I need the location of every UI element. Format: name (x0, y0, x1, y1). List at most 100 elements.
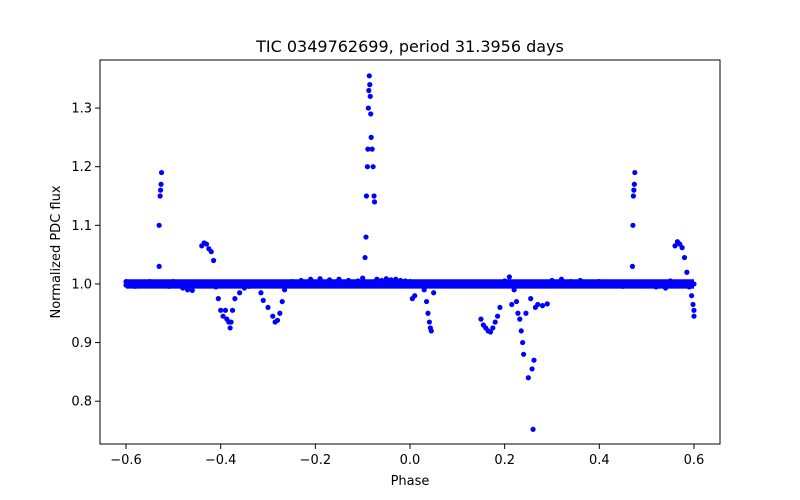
y-tick-label: 1.3 (71, 102, 92, 117)
data-point (166, 283, 172, 289)
data-point (137, 279, 143, 285)
data-point (690, 301, 696, 308)
data-point (260, 297, 266, 303)
data-point (587, 279, 593, 285)
data-point (431, 290, 437, 296)
data-point (412, 293, 418, 299)
data-point (215, 296, 221, 302)
y-tick-label: 0.8 (71, 395, 92, 410)
data-point (691, 307, 697, 313)
data-point (170, 279, 176, 285)
data-point (258, 290, 264, 296)
data-point (265, 304, 271, 311)
x-tick-label: −0.6 (110, 453, 142, 468)
data-point (407, 279, 413, 285)
data-point (689, 293, 695, 299)
data-point (345, 277, 352, 284)
data-point (241, 285, 247, 291)
data-point (279, 298, 285, 305)
data-point (203, 241, 210, 247)
data-point (577, 277, 583, 284)
data-point (365, 146, 371, 152)
data-point (156, 222, 162, 228)
data-point (298, 277, 304, 284)
data-point (629, 263, 636, 269)
data-point (220, 313, 226, 319)
data-point (363, 193, 370, 199)
data-point (529, 366, 535, 372)
data-point (691, 281, 697, 287)
data-point (175, 282, 181, 288)
data-point (371, 193, 377, 199)
data-points (123, 73, 697, 432)
x-tick-label: −0.2 (300, 453, 332, 468)
data-point (218, 307, 224, 313)
data-point (227, 325, 233, 331)
data-point (681, 254, 688, 261)
data-point (228, 319, 234, 325)
data-point (210, 257, 217, 264)
data-point (531, 357, 537, 363)
data-point (423, 298, 430, 305)
data-point (360, 275, 366, 281)
x-tick-label: 0.2 (494, 453, 515, 468)
data-point (497, 304, 503, 311)
data-point (464, 281, 470, 288)
x-axis-label: Phase (391, 474, 430, 489)
data-point (568, 279, 574, 285)
data-point (667, 278, 673, 284)
data-point (367, 93, 373, 99)
data-point (523, 310, 529, 316)
data-point (368, 111, 374, 117)
data-point (366, 73, 372, 79)
data-point (549, 277, 555, 284)
data-point (515, 310, 521, 316)
data-point (402, 278, 408, 284)
data-point (691, 313, 697, 319)
data-point (355, 278, 361, 284)
data-point (490, 325, 496, 331)
data-point (232, 296, 238, 302)
data-point (506, 274, 512, 280)
data-point (530, 426, 536, 432)
data-point (147, 279, 153, 285)
data-point (151, 283, 158, 289)
data-point (620, 283, 626, 289)
data-point (157, 193, 163, 199)
data-point (388, 277, 394, 283)
data-point (454, 279, 460, 285)
data-point (492, 319, 498, 325)
data-point (189, 287, 195, 293)
chart-title: TIC 0349762699, period 31.3956 days (255, 37, 564, 56)
data-point (123, 282, 129, 288)
data-point (270, 313, 276, 319)
data-point (487, 329, 494, 335)
data-point (686, 284, 692, 290)
data-point (251, 281, 257, 288)
data-point (180, 285, 186, 291)
data-point (132, 283, 139, 289)
data-point (513, 298, 520, 305)
data-point (445, 281, 451, 287)
data-point (222, 307, 229, 313)
data-point (644, 283, 650, 289)
data-point (367, 82, 373, 88)
data-point (662, 285, 669, 291)
y-tick-label: 1.2 (71, 160, 92, 175)
data-point (366, 87, 372, 94)
data-point (371, 199, 378, 205)
data-point (630, 193, 636, 199)
data-point (289, 279, 295, 285)
data-point (494, 313, 501, 319)
data-point (416, 280, 423, 286)
data-point (161, 279, 167, 285)
y-tick-label: 1.1 (71, 219, 92, 234)
data-point (237, 290, 243, 296)
data-point (539, 303, 546, 309)
data-point (435, 280, 441, 286)
data-point (208, 249, 214, 255)
data-point (596, 279, 602, 285)
data-point (502, 278, 508, 284)
data-point (157, 187, 164, 193)
